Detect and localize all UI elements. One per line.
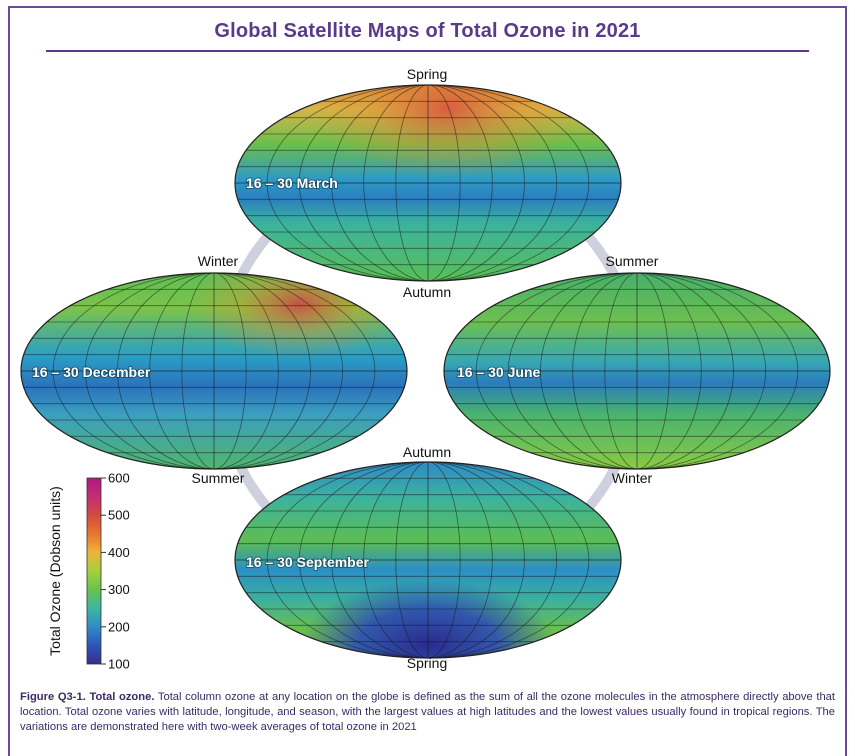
caption-figure-label: Figure Q3-1. Total ozone. bbox=[20, 691, 155, 703]
colorbar-tick-label: 400 bbox=[108, 545, 130, 560]
title-rule bbox=[46, 50, 809, 52]
figure-title: Global Satellite Maps of Total Ozone in … bbox=[214, 20, 641, 42]
meridian-line bbox=[363, 462, 493, 658]
season-label-bottom-top: Autumn bbox=[403, 444, 451, 460]
colorbar-tick-label: 500 bbox=[108, 508, 130, 523]
meridian-line bbox=[507, 273, 767, 469]
meridian-line bbox=[84, 273, 344, 469]
meridian-line bbox=[395, 462, 461, 658]
colorbar-label: Total Ozone (Dobson units) bbox=[47, 486, 63, 656]
date-label-september: 16 – 30 September bbox=[246, 554, 370, 570]
meridian-line bbox=[298, 462, 558, 658]
meridian-line bbox=[363, 85, 493, 281]
meridian-line bbox=[298, 85, 558, 281]
map-june bbox=[443, 272, 831, 470]
season-label-bottom-bottom: Spring bbox=[407, 655, 447, 671]
date-label-march: 16 – 30 March bbox=[246, 175, 338, 191]
season-label-right-bottom: Winter bbox=[612, 470, 653, 486]
meridian-line bbox=[572, 273, 702, 469]
season-label-top: Spring bbox=[407, 66, 447, 82]
map-december bbox=[20, 272, 408, 470]
figure-caption: Figure Q3-1. Total ozone. Total column o… bbox=[20, 690, 835, 756]
meridian-line bbox=[540, 273, 734, 469]
season-label-left-top: Winter bbox=[198, 253, 239, 269]
colorbar-tick-label: 300 bbox=[108, 582, 130, 597]
date-label-december: 16 – 30 December bbox=[32, 364, 151, 380]
season-label-right-top: Summer bbox=[606, 253, 659, 269]
colorbar-scale bbox=[86, 477, 102, 665]
season-label-top-bottom: Autumn bbox=[403, 284, 451, 300]
colorbar-tick-label: 200 bbox=[108, 619, 130, 634]
meridian-line bbox=[475, 273, 799, 469]
meridian-line bbox=[395, 85, 461, 281]
colorbar-tick-label: 100 bbox=[108, 657, 130, 672]
meridian-line bbox=[266, 85, 590, 281]
meridian-line bbox=[266, 462, 590, 658]
caption-text: Total column ozone at any location on th… bbox=[20, 691, 835, 733]
meridian-line bbox=[52, 273, 376, 469]
map-march bbox=[234, 84, 622, 282]
date-label-june: 16 – 30 June bbox=[457, 364, 540, 380]
season-label-left-bottom: Summer bbox=[192, 470, 245, 486]
meridian-line bbox=[149, 273, 279, 469]
meridian-line bbox=[117, 273, 311, 469]
meridian-line bbox=[604, 273, 670, 469]
meridian-line bbox=[331, 85, 525, 281]
map-september bbox=[234, 461, 622, 659]
meridian-line bbox=[331, 462, 525, 658]
meridian-line bbox=[181, 273, 247, 469]
colorbar-tick-label: 600 bbox=[108, 471, 130, 486]
colorbar: 600 500 400 300 200 100 Total Ozone (Dobson u… bbox=[47, 471, 130, 672]
